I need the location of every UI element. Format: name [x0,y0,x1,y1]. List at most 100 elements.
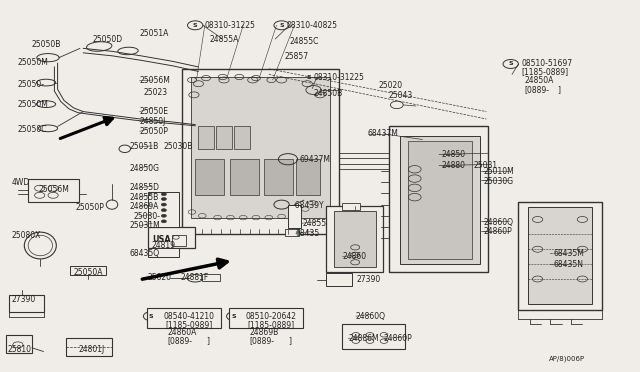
Text: 25023: 25023 [143,88,168,97]
Text: 25031M: 25031M [130,221,161,230]
Text: 27390: 27390 [12,295,36,304]
Text: 25810: 25810 [8,345,32,354]
Bar [342,203,360,210]
Text: 24850B: 24850B [314,89,343,98]
Bar [172,235,186,246]
Text: 4WD: 4WD [12,178,30,187]
Bar [528,207,592,304]
Text: 68435: 68435 [296,229,320,238]
Text: S: S [279,23,284,28]
Circle shape [161,203,166,206]
Ellipse shape [118,47,138,55]
Ellipse shape [187,275,204,282]
Bar [230,159,259,195]
Text: S: S [193,23,198,28]
Bar [182,69,339,234]
Text: 24801J: 24801J [78,345,104,354]
Bar [191,77,330,218]
Text: 27390: 27390 [356,275,381,283]
Bar [264,159,293,195]
Circle shape [161,214,166,217]
Bar [202,274,220,281]
Text: 24855C: 24855C [289,37,319,46]
Text: 24869A: 24869A [130,202,159,211]
Text: 08310-31225: 08310-31225 [314,73,364,81]
Text: 24869B: 24869B [250,328,279,337]
Text: 24860A: 24860A [168,328,197,337]
Bar [28,179,79,202]
Text: 25031: 25031 [474,161,498,170]
Text: 25050P: 25050P [76,203,104,212]
Bar [326,206,383,272]
Circle shape [161,198,166,201]
Text: 24850: 24850 [442,150,466,159]
Text: 69437M: 69437M [300,155,330,164]
Text: ]: ] [206,337,209,346]
Text: -68439Y: -68439Y [293,201,324,210]
Text: 25056M: 25056M [38,185,69,194]
Text: AP/8)006P: AP/8)006P [549,356,585,362]
Text: 25050D: 25050D [93,35,123,44]
Text: 24880: 24880 [442,161,466,170]
Text: 24855B: 24855B [130,193,159,202]
Ellipse shape [38,125,58,132]
Text: 08310-31225: 08310-31225 [205,21,255,30]
Text: 08310-40825: 08310-40825 [287,21,338,30]
Text: 24850J: 24850J [140,117,166,126]
Bar [198,126,214,149]
Text: 24886M: 24886M [348,334,379,343]
Text: 25080X: 25080X [12,231,41,240]
Text: 24860Q: 24860Q [356,312,386,321]
Text: 24860: 24860 [342,252,367,261]
Text: 25030B: 25030B [163,142,193,151]
Text: 25030G: 25030G [483,177,513,186]
Text: 68435M: 68435M [554,249,584,258]
Text: 24860P: 24860P [384,334,413,343]
Text: S: S [508,61,513,67]
Bar [408,141,472,259]
Text: [0889-: [0889- [250,337,275,346]
Bar [148,192,179,227]
Text: 25050P: 25050P [140,127,168,136]
Text: [1185-0889]: [1185-0889] [522,67,569,76]
Text: ]: ] [288,337,291,346]
Bar [216,126,232,149]
Ellipse shape [28,235,52,256]
Circle shape [161,209,166,212]
Text: 25051A: 25051A [140,29,169,38]
Bar [148,227,195,248]
Text: 24850A: 24850A [525,76,554,85]
Text: 24860P: 24860P [483,227,512,236]
Text: 25857: 25857 [285,52,309,61]
Text: 25050M: 25050M [18,100,49,109]
Text: 25050C: 25050C [18,125,47,134]
Text: 25010M: 25010M [483,167,514,176]
Ellipse shape [36,79,56,86]
Bar [389,126,488,272]
Text: 24860Q: 24860Q [483,218,513,227]
Bar [342,324,405,349]
Text: 24855A: 24855A [210,35,239,44]
Text: 24819: 24819 [151,241,175,250]
Text: [1185-0889]: [1185-0889] [247,320,294,329]
Text: 08510-51697: 08510-51697 [522,60,573,68]
Ellipse shape [36,54,60,62]
Text: 25050E: 25050E [140,107,168,116]
Text: 24855: 24855 [302,219,326,228]
Bar [518,202,602,310]
Text: 25043: 25043 [388,92,413,100]
Bar [9,295,44,312]
Bar [400,136,480,264]
Text: 25051B: 25051B [130,142,159,151]
Text: 68435Q: 68435Q [130,249,160,258]
Ellipse shape [36,101,56,108]
Text: 25050A: 25050A [74,268,103,277]
Ellipse shape [119,145,131,153]
Bar [229,308,303,328]
Bar [326,273,352,286]
Text: [0889-: [0889- [525,86,550,94]
Text: S: S [307,74,312,80]
Bar [234,126,250,149]
Text: 25820: 25820 [147,273,172,282]
Bar [334,211,376,267]
